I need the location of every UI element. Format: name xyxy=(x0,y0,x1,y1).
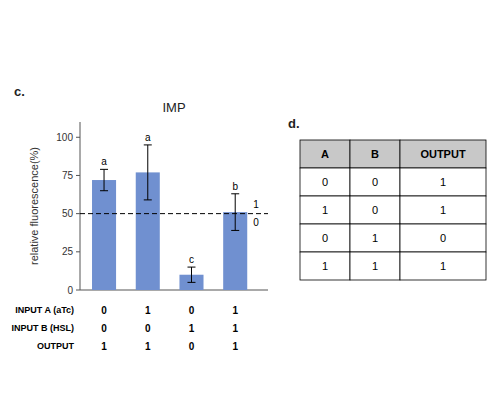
error-stem xyxy=(235,194,236,231)
error-stem xyxy=(147,145,148,200)
table-value: 1 xyxy=(372,260,378,272)
y-tick xyxy=(76,175,80,176)
table-value: 0 xyxy=(440,232,446,244)
table-value: 1 xyxy=(440,204,446,216)
error-cap xyxy=(100,169,108,170)
error-cap xyxy=(187,267,195,268)
error-stem xyxy=(104,169,105,190)
y-tick-label: 25 xyxy=(62,246,74,257)
y-tick-label: 75 xyxy=(62,170,74,181)
error-cap xyxy=(144,144,152,145)
row-value: 0 xyxy=(101,305,107,316)
table-cell xyxy=(300,168,350,196)
table-cell xyxy=(350,252,400,280)
y-axis-line xyxy=(80,122,81,290)
table-value: 1 xyxy=(440,176,446,188)
error-bar xyxy=(187,267,195,282)
error-cap xyxy=(100,190,108,191)
row-value: 1 xyxy=(232,323,238,334)
table-value: 0 xyxy=(322,176,328,188)
table-header: OUTPUT xyxy=(420,148,466,160)
row-value: 1 xyxy=(101,341,107,352)
y-tick-label: 50 xyxy=(62,208,74,219)
row-value: 0 xyxy=(145,323,151,334)
row-value: 0 xyxy=(101,323,107,334)
bar-letter: b xyxy=(232,181,238,192)
bar-letter: a xyxy=(145,132,151,143)
table-value: 1 xyxy=(322,204,328,216)
error-cap xyxy=(187,282,195,283)
table-cell xyxy=(400,224,486,252)
error-cap xyxy=(231,193,239,194)
y-tick xyxy=(76,251,80,252)
table-header-cell xyxy=(350,140,400,168)
table-cell xyxy=(300,196,350,224)
panel-label: c. xyxy=(14,84,25,99)
table-value: 0 xyxy=(372,176,378,188)
table-value: 0 xyxy=(372,204,378,216)
panel-label: d. xyxy=(288,116,300,131)
error-bar xyxy=(231,194,239,231)
table-header: B xyxy=(371,148,379,160)
table-cell xyxy=(400,252,486,280)
table-cell xyxy=(350,168,400,196)
table-cell xyxy=(400,196,486,224)
error-bar xyxy=(144,145,152,200)
table-cell xyxy=(350,224,400,252)
y-tick xyxy=(76,213,80,214)
row-label: INPUT B (HSL) xyxy=(12,323,75,333)
threshold-line xyxy=(80,213,268,214)
table-cell xyxy=(300,252,350,280)
error-cap xyxy=(231,230,239,231)
row-value: 1 xyxy=(145,305,151,316)
figure: c.IMP0255075100relative fluorescence(%)a… xyxy=(0,0,500,398)
table-header: A xyxy=(321,148,329,160)
row-value: 1 xyxy=(189,323,195,334)
error-bar xyxy=(100,169,108,190)
y-tick-label: 100 xyxy=(56,132,73,143)
y-tick xyxy=(76,290,80,291)
row-value: 0 xyxy=(189,341,195,352)
title: IMP xyxy=(162,100,185,115)
y-tick xyxy=(76,137,80,138)
table-value: 1 xyxy=(322,260,328,272)
error-cap xyxy=(144,199,152,200)
table-header-cell xyxy=(300,140,350,168)
row-value: 0 xyxy=(189,305,195,316)
threshold-label: 1 xyxy=(253,199,259,210)
table-header-cell xyxy=(400,140,486,168)
table-cell xyxy=(400,168,486,196)
row-value: 1 xyxy=(232,341,238,352)
table-value: 1 xyxy=(372,232,378,244)
bar xyxy=(92,180,116,290)
error-stem xyxy=(191,267,192,282)
row-label: INPUT A (aTc) xyxy=(15,305,74,315)
row-value: 1 xyxy=(145,341,151,352)
plot-area xyxy=(80,145,268,290)
table-value: 0 xyxy=(322,232,328,244)
table-value: 1 xyxy=(440,260,446,272)
table-cell xyxy=(350,196,400,224)
table-cell xyxy=(300,224,350,252)
y-axis-label: relative fluorescence(%) xyxy=(28,147,40,265)
y-tick-label: 0 xyxy=(67,285,73,296)
row-value: 1 xyxy=(232,305,238,316)
bar-letter: a xyxy=(101,156,107,167)
bar-letter: c xyxy=(189,254,194,265)
row-label: OUTPUT xyxy=(37,341,75,351)
threshold-label: 0 xyxy=(253,217,259,228)
